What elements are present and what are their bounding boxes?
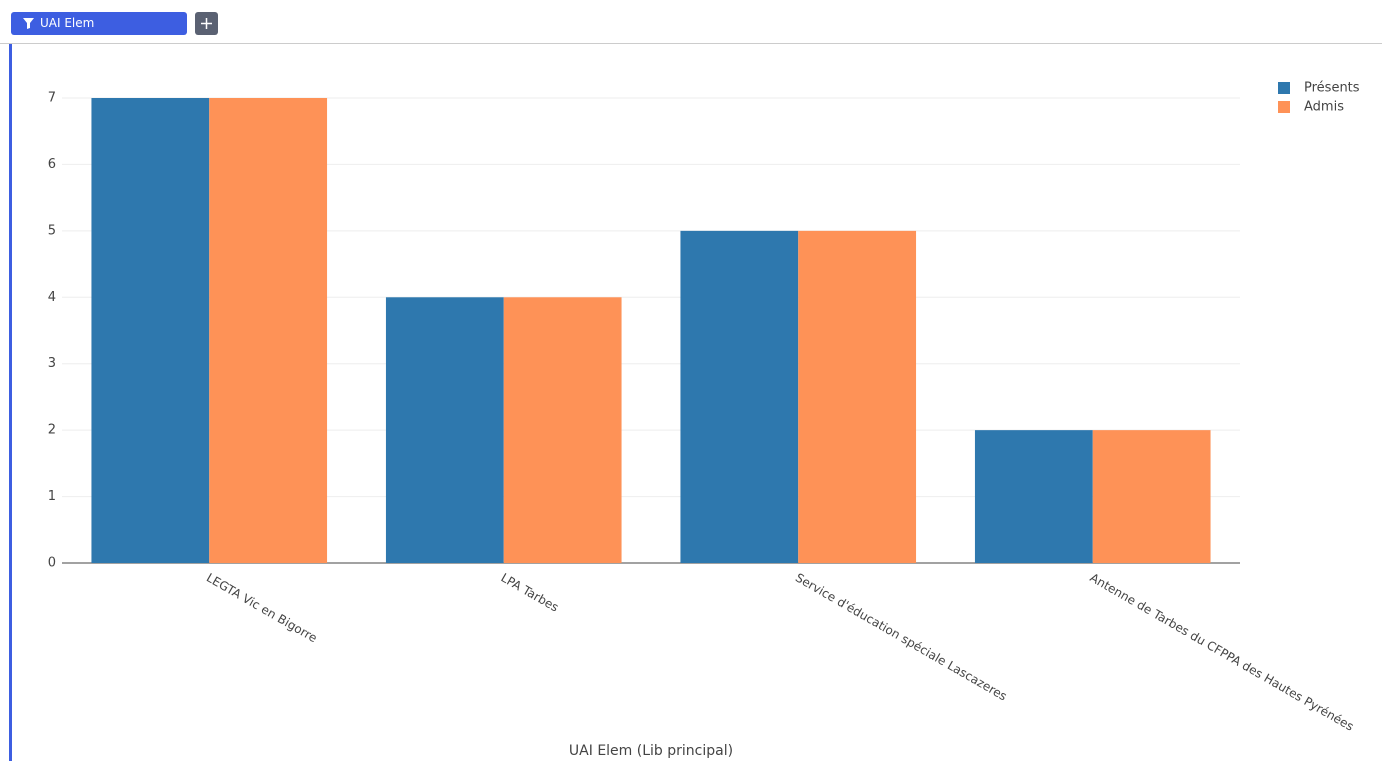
y-tick-label: 0	[48, 556, 56, 571]
legend-label: Admis	[1304, 100, 1344, 115]
y-tick-label: 4	[48, 290, 56, 305]
add-button[interactable]	[195, 12, 218, 35]
bar	[974, 430, 1093, 563]
y-tick-label: 3	[48, 356, 56, 371]
bar	[385, 297, 504, 563]
side-accent	[9, 44, 12, 761]
bar	[209, 98, 328, 563]
bar	[680, 230, 799, 563]
divider	[0, 43, 1382, 44]
bar	[503, 297, 622, 563]
bar	[91, 98, 210, 563]
x-axis-title: UAI Elem (Lib principal)	[569, 743, 733, 759]
bar	[798, 230, 917, 563]
x-tick-label: Antenne de Tarbes du CFPPA des Hautes Py…	[1088, 571, 1357, 734]
y-tick-label: 5	[48, 223, 56, 238]
y-tick-label: 2	[48, 423, 56, 438]
plus-icon	[201, 18, 212, 29]
filter-button[interactable]: UAI Elem (Département)	[11, 12, 187, 53]
y-tick-label: 6	[48, 157, 56, 172]
filter-label: UAI Elem (Département)	[40, 16, 130, 53]
bar	[1092, 430, 1211, 563]
x-tick-label: LPA Tarbes	[499, 571, 561, 615]
y-tick-label: 7	[48, 91, 56, 106]
legend-label: Présents	[1304, 81, 1360, 96]
x-tick-label: LEGTA Vic en Bigorre	[204, 571, 320, 646]
legend-swatch	[1278, 101, 1290, 113]
filter-icon	[23, 18, 34, 29]
x-tick-label: Service d'éducation spéciale Lascazeres	[793, 571, 1009, 704]
legend-swatch	[1278, 82, 1290, 94]
y-tick-label: 1	[48, 489, 56, 504]
